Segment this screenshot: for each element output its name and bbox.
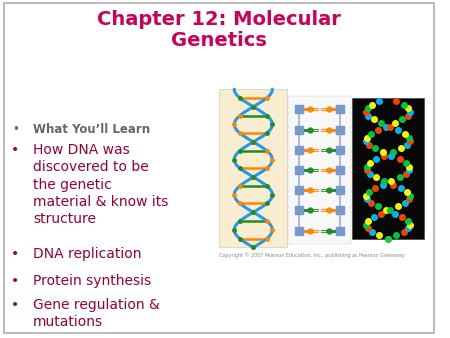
Bar — [288, 96, 351, 244]
Text: •: • — [11, 274, 19, 288]
Text: Gene regulation &
mutations: Gene regulation & mutations — [33, 298, 160, 329]
Text: How DNA was
discovered to be
the genetic
material & know its
structure: How DNA was discovered to be the genetic… — [33, 143, 168, 226]
Text: •: • — [11, 143, 19, 157]
Text: What You’ll Learn: What You’ll Learn — [33, 123, 150, 136]
Text: •: • — [11, 247, 19, 261]
Bar — [352, 98, 424, 239]
Text: •: • — [12, 123, 19, 136]
FancyBboxPatch shape — [4, 3, 434, 333]
Text: Protein synthesis: Protein synthesis — [33, 274, 151, 288]
Text: Chapter 12: Molecular
Genetics: Chapter 12: Molecular Genetics — [97, 10, 341, 50]
Text: •: • — [11, 298, 19, 312]
Text: DNA replication: DNA replication — [33, 247, 141, 261]
Text: Copyright © 2007 Pearson Education, Inc., publishing as Pearson Greenway: Copyright © 2007 Pearson Education, Inc.… — [219, 252, 405, 258]
Bar — [219, 89, 287, 247]
